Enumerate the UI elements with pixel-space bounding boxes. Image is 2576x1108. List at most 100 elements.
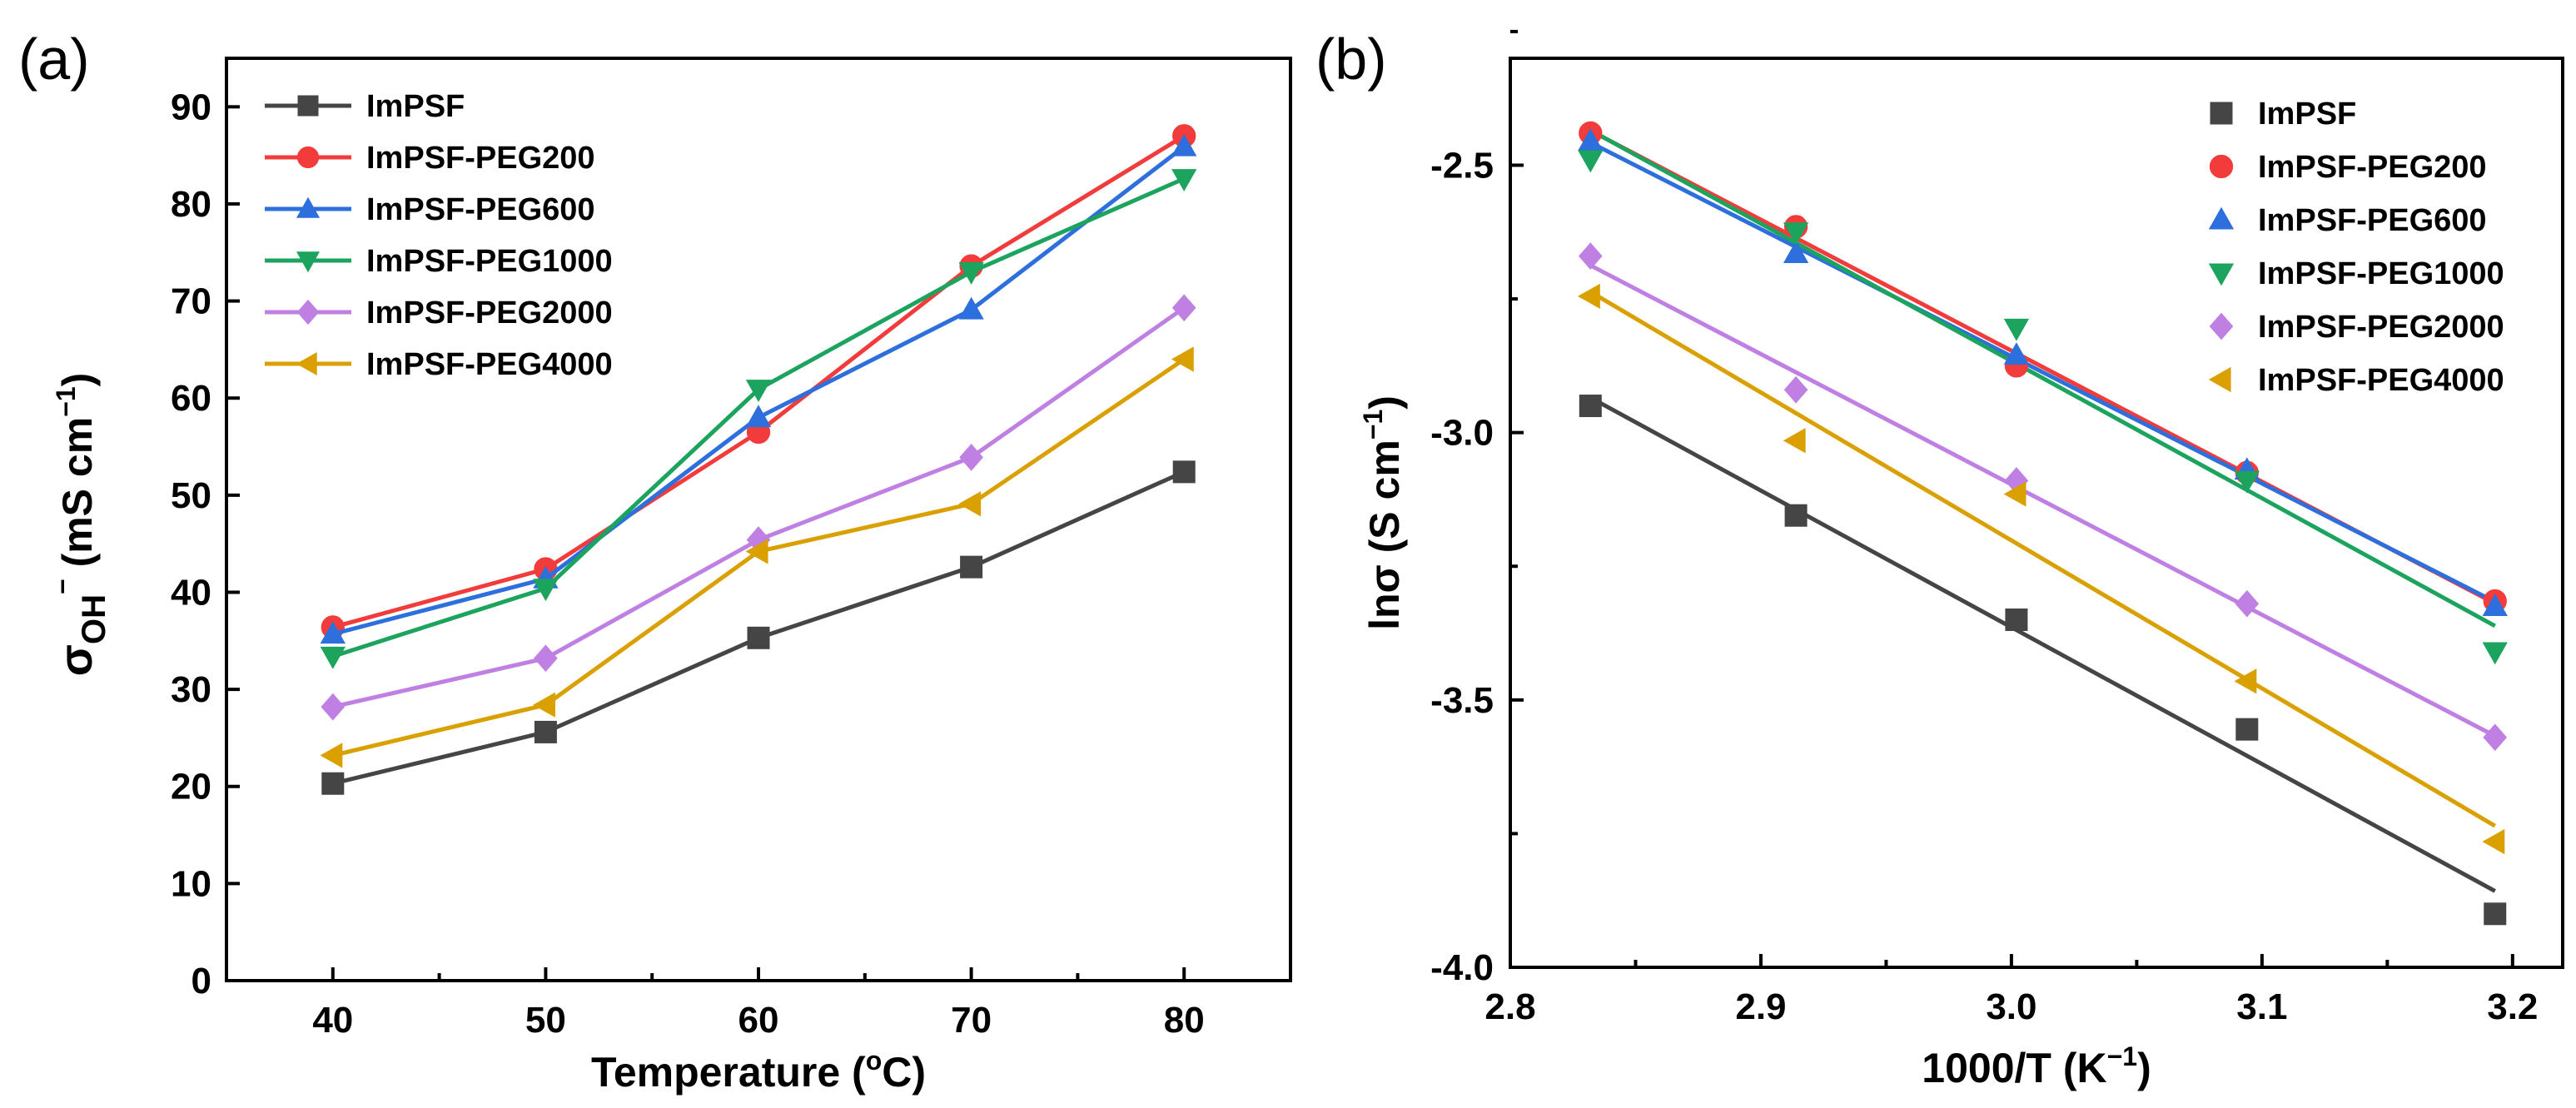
panel-b-plot-frame [1509,57,2564,969]
panel-b-x-tick-label: 2.8 [1484,986,1535,1027]
panel-b-data-point [1578,150,1604,173]
panel-a-data-point [320,743,343,768]
panel-b-data-point [2482,828,2505,855]
panel-a-y-tick-label: 30 [171,669,211,710]
panel-b-data-point [1579,395,1602,418]
panel-a-y-tick-label: 20 [171,767,211,807]
panel-b-legend-marker [2210,102,2233,125]
panel-a-legend-item: ImPSF-PEG600 [265,192,595,227]
panel-a-y-tick-label: 60 [171,378,211,419]
panel-a-x-tick-label: 70 [951,1000,992,1041]
panel-a-legend-marker [296,196,321,218]
panel-a-x-tick-label: 80 [1164,1000,1205,1041]
panel-a-legend-item: ImPSF-PEG2000 [265,296,613,330]
panel-a-y-axis-label-sub-sup: − [47,579,77,594]
panel-a-data-point [1171,346,1194,372]
panel-a-legend-item: ImPSF-PEG1000 [265,244,613,279]
panel-b-legend-item: ImPSF-PEG1000 [2208,256,2504,291]
panel-a-data-point [1172,460,1196,484]
panel-b-legend-label: ImPSF-PEG200 [2258,150,2487,185]
panel-a-y-tick-label: 50 [171,475,211,516]
panel-b-fit-line-ImPSF-PEG600 [1589,141,2496,604]
panel-b-fit-line-ImPSF [1589,395,2496,893]
panel-b-data-point [2483,723,2508,752]
panel-b-y-axis-label-main: lnσ (S cm [1361,440,1408,630]
panel-a-series-ImPSF-PEG1000 [320,169,1197,669]
panel-a-data-point [959,443,983,471]
panel-b-data-point [2234,470,2260,494]
panel-a-data-point [1171,294,1196,322]
panel-a-label: (a) [18,27,90,92]
panel-b-x-axis-label-main: 1000/T (K [1922,1045,2106,1091]
panel-a-legend-marker [296,299,320,325]
panel-a-data-point [747,626,770,649]
panel-b: (b) 2.8 2.9 3.0 3.1 3.2 -4.0 -3.5 -3.0 -2.5 ImPS… [1315,27,2564,1091]
panel-a-data-point [745,405,772,428]
panel-b-series-ImPSF-PEG4000 [1577,283,2505,855]
panel-a-data-point [745,539,768,564]
panel-a-series-ImPSF-PEG4000 [320,346,1194,768]
panel-a-x-axis-label-sup: o [866,1046,883,1076]
panel-a-data-point [534,720,557,743]
panel-b-series-ImPSF [1579,395,2507,926]
panel-b-legend-item: ImPSF-PEG4000 [2208,363,2504,398]
panel-a-legend-marker [297,95,319,117]
panel-b-y-axis-label-close: ) [1361,395,1408,410]
panel-a-x-tick-label: 40 [312,1000,353,1041]
panel-b-legend-label: ImPSF-PEG1000 [2258,256,2504,291]
panel-a-data-point [745,380,772,403]
panel-a-data-point [1171,169,1197,191]
panel-a-y-axis-label-unit-sup: −1 [51,386,81,416]
panel-b-legend-label: ImPSF-PEG4000 [2258,363,2504,398]
panel-b-fit-lines [1589,128,2497,893]
panel-a-legend-marker [296,251,321,273]
panel-b-legend-item: ImPSF-PEG2000 [2209,310,2504,345]
panel-b-data-point [2482,594,2508,616]
panel-a-y-tick-label: 10 [171,863,211,904]
panel-b-legend-marker [2209,312,2234,340]
panel-b-legend-item: ImPSF [2210,97,2356,132]
panel-a-y-tick-label: 80 [171,184,211,225]
panel-b-data-point [1783,241,1809,264]
panel-a-legend-label: ImPSF-PEG600 [366,192,595,227]
panel-a-data-point [321,772,345,795]
panel-a-data-point [533,692,555,718]
panel-b-y-tick-label: -3.5 [1430,680,1494,721]
panel-b-ticks: 2.8 2.9 3.0 3.1 3.2 -4.0 -3.5 -3.0 -2.5 [1430,29,2538,1027]
panel-a-data-point [533,579,559,602]
panel-a-legend-label: ImPSF-PEG2000 [366,296,613,330]
panel-b-data-point [2234,668,2257,694]
panel-a-data-point [958,491,982,517]
panel-a-data-point [958,262,984,285]
panel-b-data-point [2003,318,2030,341]
panel-b-data-point [1577,283,1600,310]
panel-b-y-tick-label: -4.0 [1430,947,1494,988]
panel-a-y-tick-label: 0 [191,961,211,1001]
panel-b-x-axis-label-tail: ) [2137,1045,2151,1091]
panel-b-data-point [2235,589,2260,618]
panel-b-legend-label: ImPSF-PEG2000 [2258,310,2504,345]
panel-a-data-point [958,296,984,320]
panel-a-legend-label: ImPSF-PEG4000 [366,347,613,382]
panel-b-data-point [1784,504,1808,527]
panel-b-data-point [2484,902,2507,926]
panel-b-y-tick-label: -3.0 [1430,413,1494,454]
panel-a-x-axis-label-tail: C) [882,1049,926,1096]
panel-b-data-point [1783,222,1809,246]
panel-a-data-point [320,621,346,644]
panel-b-x-axis-label-sup: −1 [2107,1041,2137,1071]
panel-b-fit-line-ImPSF-PEG4000 [1589,290,2497,828]
panel-b-data-point [2235,718,2259,741]
panel-a-legend-marker [296,146,320,169]
panel-a-ticks: 40 50 60 70 80 0 10 20 30 40 50 60 70 80 90 [171,87,1205,1041]
panel-a-y-axis-label-sigma: σ [49,644,102,676]
panel-a-y-tick-label: 70 [171,281,211,322]
panel-b-legend-label: ImPSF-PEG600 [2258,203,2487,238]
panel-b-y-tick-label: -2.5 [1430,145,1494,186]
panel-b-series-ImPSF-PEG1000 [1578,150,2508,665]
panel-b-x-axis-label: 1000/T (K−1) [1922,1041,2151,1091]
panel-a-data-point [321,693,346,721]
panel-a-legend-item: ImPSF-PEG4000 [265,347,613,382]
panel-a-legend-item: ImPSF-PEG200 [265,141,595,176]
panel-b-series-ImPSF-PEG2000 [1578,242,2508,752]
